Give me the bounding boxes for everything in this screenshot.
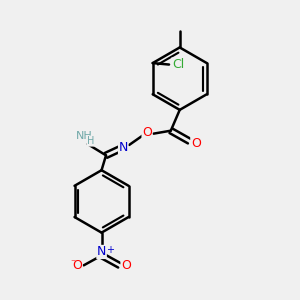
Text: +: + [106,245,114,255]
Text: O: O [121,259,131,272]
Text: O: O [72,259,82,272]
Text: H: H [87,136,94,146]
Text: ⁻: ⁻ [70,259,75,269]
Text: O: O [142,126,152,139]
Text: N: N [97,245,106,258]
Text: N: N [118,141,128,154]
Text: NH: NH [76,131,93,141]
Text: Cl: Cl [172,58,184,71]
Text: O: O [191,137,201,150]
